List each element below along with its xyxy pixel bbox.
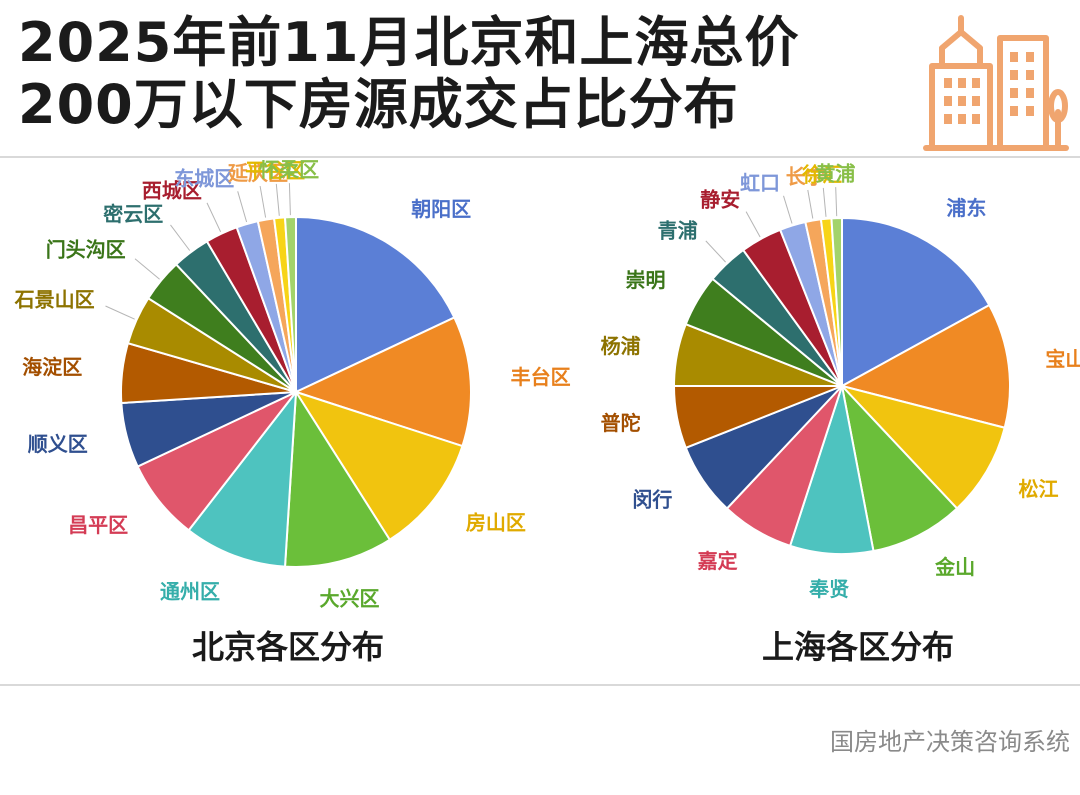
title-line-2: 200万以下房源成交占比分布 (18, 73, 739, 136)
footer-divider (0, 684, 1080, 686)
leader-line-徐汇 (822, 187, 827, 217)
slice-label-徐汇: 徐汇 (801, 162, 842, 186)
pie-slice-黄浦 (830, 216, 843, 387)
title-line-1: 2025年前11月北京和上海总价 (18, 11, 800, 74)
pie-slice-金山 (840, 382, 959, 553)
leader-line-长宁 (807, 189, 814, 219)
slice-label-黄浦: 黄浦 (815, 162, 855, 186)
slice-label-奉贤: 奉贤 (808, 577, 849, 601)
slice-label-普陀: 普陀 (601, 411, 641, 435)
slice-label-石景山区: 石景山区 (14, 288, 95, 312)
slice-label-平谷区: 平谷区 (245, 160, 305, 183)
pie-slice-浦东 (841, 216, 991, 388)
slice-label-门头沟区: 门头沟区 (46, 238, 126, 262)
slice-label-大兴区: 大兴区 (320, 587, 380, 611)
pie-slice-朝阳区 (295, 215, 456, 394)
city-buildings-icon (923, 15, 1069, 151)
leader-line-虹口 (783, 195, 793, 224)
leader-line-静安 (745, 211, 761, 238)
leader-line-黄浦 (835, 187, 838, 217)
slice-label-崇明: 崇明 (626, 268, 666, 292)
pie-slice-大兴区 (283, 388, 392, 568)
source-text: 国房地产决策咨询系统 (830, 728, 1070, 756)
leader-line-石景山区 (105, 305, 135, 320)
slice-label-密云区: 密云区 (103, 202, 163, 226)
pie-slice-怀柔区 (283, 215, 297, 393)
leader-line-东城区 (237, 191, 248, 223)
pie-slice-松江 (838, 384, 1006, 510)
slice-label-虹口: 虹口 (740, 171, 780, 195)
slice-label-昌平区: 昌平区 (68, 513, 128, 537)
slice-label-西城区: 西城区 (142, 179, 202, 203)
leader-line-平谷区 (275, 183, 280, 216)
slice-label-闵行: 闵行 (632, 488, 672, 512)
slice-label-东城区: 东城区 (174, 166, 234, 190)
shanghai-chart-title: 上海各区分布 (761, 628, 954, 666)
slice-label-朝阳区: 朝阳区 (411, 197, 471, 221)
leader-line-延庆区 (259, 186, 267, 218)
slice-label-房山区: 房山区 (466, 510, 526, 534)
leader-line-密云区 (170, 224, 191, 251)
slice-label-金山: 金山 (934, 555, 975, 579)
pie-slice-宝山 (839, 303, 1011, 429)
slice-label-宝山: 宝山 (1045, 347, 1080, 371)
header-divider (0, 156, 1080, 158)
source-fade (470, 726, 790, 758)
pie-slice-房山区 (293, 390, 464, 542)
slice-label-怀柔区: 怀柔区 (259, 160, 319, 182)
slice-label-长宁: 长宁 (786, 165, 826, 189)
slice-label-青浦: 青浦 (658, 219, 698, 243)
slice-label-静安: 静安 (700, 188, 740, 212)
slice-label-海淀区: 海淀区 (22, 355, 82, 379)
slice-label-顺义区: 顺义区 (28, 432, 88, 456)
leader-line-西城区 (206, 202, 222, 233)
slice-label-丰台区: 丰台区 (511, 365, 571, 389)
source-note: 国房地产决策咨询系统 (470, 726, 1070, 758)
leader-line-门头沟区 (134, 258, 160, 280)
leader-line-怀柔区 (288, 183, 291, 216)
page-title: 2025年前11月北京和上海总价 200万以下房源成交占比分布 (18, 12, 898, 136)
pie-slice-通州区 (187, 388, 298, 568)
slice-label-松江: 松江 (1019, 477, 1059, 501)
slice-label-嘉定: 嘉定 (697, 549, 738, 573)
slice-label-通州区: 通州区 (160, 580, 220, 604)
slice-label-杨浦: 杨浦 (601, 334, 641, 358)
slice-label-延庆区: 延庆区 (227, 161, 288, 185)
slice-label-浦东: 浦东 (946, 196, 986, 220)
pie-slice-丰台区 (293, 316, 472, 448)
leader-line-青浦 (705, 240, 726, 263)
beijing-chart-title: 北京各区分布 (191, 628, 384, 666)
